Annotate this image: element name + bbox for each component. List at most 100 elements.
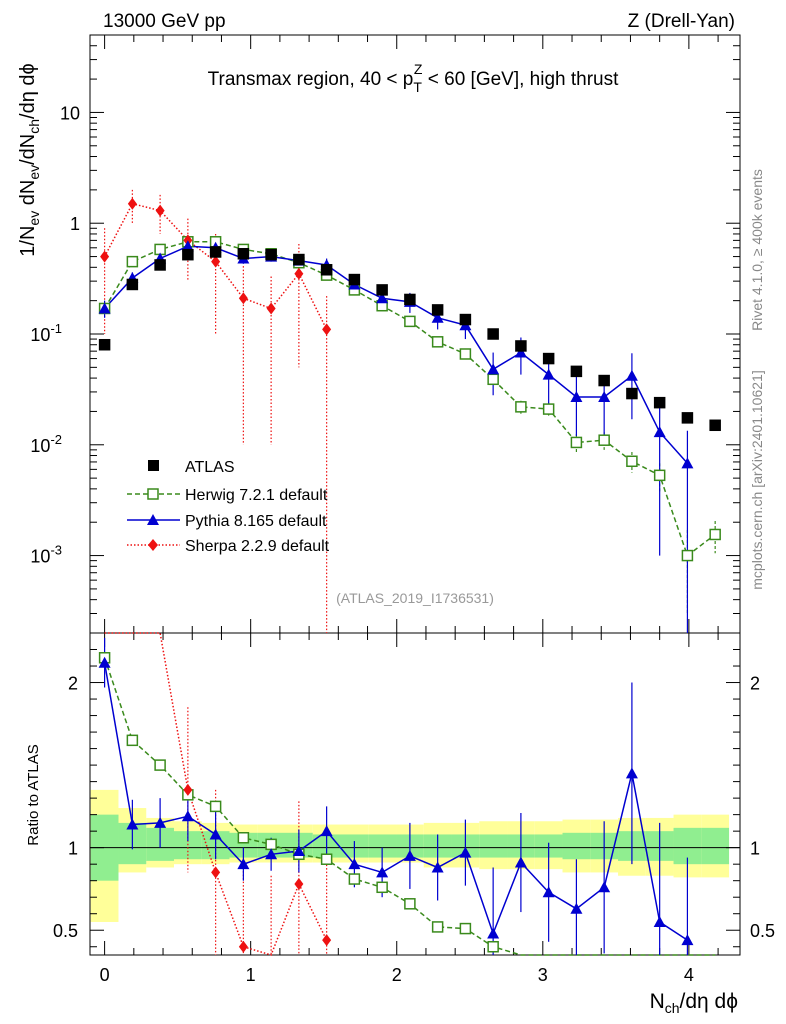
pythia-ratio-line xyxy=(103,662,688,941)
band-green xyxy=(562,832,591,860)
ratio-tick-label-left: 2 xyxy=(68,674,78,694)
atlas-point xyxy=(404,293,416,306)
herwig-point xyxy=(542,403,555,415)
y-tick-label: 10 xyxy=(60,103,80,123)
analysis-id: (ATLAS_2019_I1736531) xyxy=(336,590,494,606)
pythia-ratio-point xyxy=(570,902,583,914)
herwig-ratio-point xyxy=(265,838,277,851)
pythia-ratio-point xyxy=(403,849,416,861)
herwig-point xyxy=(570,436,583,449)
legend-item-atlas: ATLAS xyxy=(148,459,235,476)
pythia-point xyxy=(542,368,555,380)
mcplots-label: mcplots.cern.ch [arXiv:2401.10621] xyxy=(749,370,765,589)
pythia-ratio-point xyxy=(487,927,500,939)
sherpa-ratio-point xyxy=(238,940,248,953)
pythia-point xyxy=(625,369,638,381)
legend-label-herwig: Herwig 7.2.1 default xyxy=(185,487,328,504)
atlas-point xyxy=(376,284,388,296)
ratio-tick-label-left: 0.5 xyxy=(53,921,78,941)
atlas-point xyxy=(515,340,527,352)
pythia-point xyxy=(181,240,194,252)
herwig-point xyxy=(459,348,472,360)
x-axis-label: Nch/dη dϕ xyxy=(650,990,738,1016)
atlas-point xyxy=(709,419,721,432)
herwig-ratio-point xyxy=(154,759,166,771)
pythia-ratio-point xyxy=(237,858,250,870)
herwig-point xyxy=(431,336,444,348)
sherpa-point xyxy=(127,197,137,210)
atlas-point xyxy=(459,313,472,326)
atlas-point xyxy=(348,273,361,286)
sherpa-point xyxy=(238,292,248,305)
sherpa-ratio-point xyxy=(294,877,304,890)
chart-title: Transmax region, 40 < pTZ < 60 [GeV], hi… xyxy=(208,61,620,95)
sherpa-ratio-point xyxy=(322,934,332,947)
atlas-point xyxy=(626,387,638,400)
herwig-line xyxy=(103,241,716,557)
sherpa-point xyxy=(266,302,276,315)
band-green xyxy=(479,834,508,858)
herwig-ratio-point xyxy=(209,800,222,813)
ratio-plot-frame xyxy=(89,632,741,956)
herwig-ratio-point xyxy=(487,940,499,953)
pythia-ratio-point xyxy=(431,861,444,873)
herwig-ratio-point xyxy=(376,881,388,894)
atlas-point xyxy=(293,253,305,266)
y-tick-label: 1 xyxy=(70,214,80,234)
pythia-ratio-point xyxy=(653,915,666,927)
atlas-point xyxy=(570,365,583,378)
herwig-point xyxy=(487,373,499,386)
legend-label-sherpa: Sherpa 2.2.9 default xyxy=(185,538,330,555)
sherpa-point xyxy=(100,250,110,263)
atlas-point xyxy=(320,264,333,276)
y-tick-label: 10-3 xyxy=(30,543,62,567)
legend-label-pythia: Pythia 8.165 default xyxy=(185,513,327,530)
pythia-point xyxy=(514,346,527,358)
atlas-point xyxy=(182,248,194,261)
pythia-ratio-point xyxy=(126,818,139,830)
atlas-point xyxy=(487,328,499,340)
header-right: Z (Drell-Yan) xyxy=(628,11,735,32)
sherpa-point xyxy=(322,323,332,336)
pythia-ratio-point xyxy=(681,934,694,946)
sherpa-point xyxy=(155,204,165,217)
pythia-point xyxy=(653,426,666,438)
pythia-ratio-point xyxy=(154,816,167,828)
herwig-point xyxy=(626,455,638,468)
pythia-ratio-point xyxy=(542,886,555,898)
herwig-point xyxy=(681,549,694,562)
pythia-point xyxy=(98,302,111,314)
atlas-point xyxy=(237,248,250,260)
pythia-ratio-point xyxy=(459,846,472,858)
legend-marker-herwig xyxy=(147,488,159,500)
band-green xyxy=(368,834,397,858)
legend-item-herwig: Herwig 7.2.1 default xyxy=(127,487,328,504)
herwig-ratio-point xyxy=(431,921,444,933)
pythia-ratio-point xyxy=(625,767,638,779)
herwig-ratio-point xyxy=(320,853,333,865)
y-axis-label: 1/Nev dNev/dNch/dη dϕ xyxy=(17,63,42,256)
pythia-ratio-point xyxy=(348,858,361,870)
legend-item-pythia: Pythia 8.165 default xyxy=(127,513,327,530)
herwig-point xyxy=(653,469,666,482)
x-tick-label: 2 xyxy=(392,965,402,985)
pythia-point xyxy=(487,363,500,375)
herwig-point xyxy=(598,434,610,446)
herwig-ratio-point xyxy=(126,734,139,747)
sherpa-ratio-point xyxy=(183,783,193,796)
pythia-point xyxy=(681,457,694,469)
ratio-tick-label-right: 2 xyxy=(750,674,760,694)
header-left: 13000 GeV pp xyxy=(103,11,226,32)
sherpa-ratio-point xyxy=(211,866,221,879)
atlas-point xyxy=(653,396,666,409)
pythia-ratio-point xyxy=(265,848,278,860)
pythia-line xyxy=(104,245,688,464)
ratio-y-axis-label: Ratio to ATLAS xyxy=(25,744,42,845)
ratio-tick-label-right: 1 xyxy=(750,839,760,859)
legend-label-atlas: ATLAS xyxy=(185,459,235,476)
pythia-ratio-point xyxy=(98,656,111,668)
legend-marker-sherpa xyxy=(148,539,158,551)
pythia-ratio-point xyxy=(320,825,333,837)
series-layer xyxy=(98,189,721,956)
